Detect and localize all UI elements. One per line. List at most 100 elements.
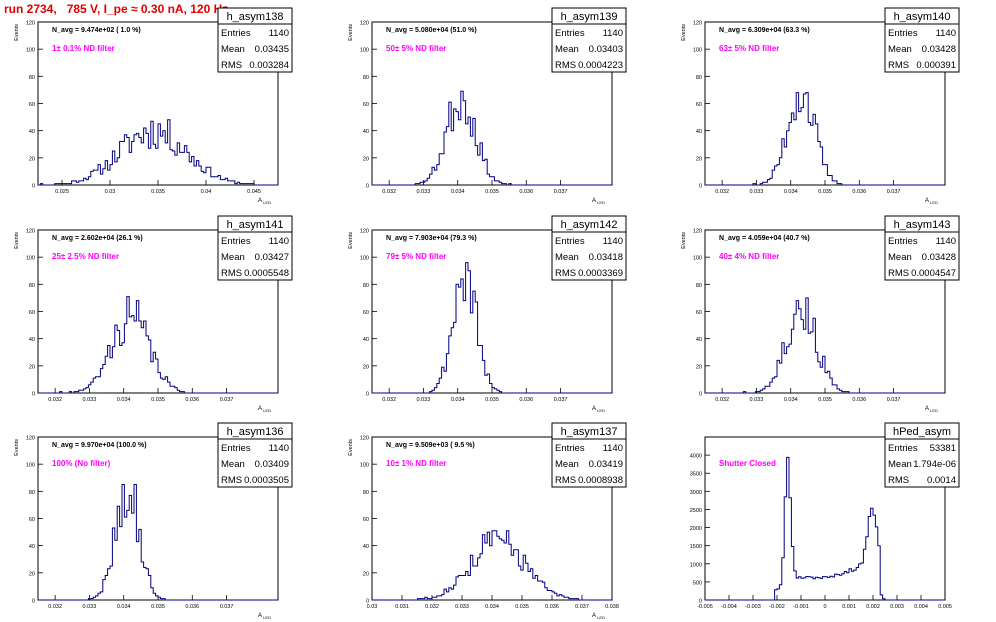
stat-value-rms: 0.0008938 [578, 475, 623, 486]
x-tick-label: 0.033 [455, 604, 469, 610]
x-tick-label: 0.005 [938, 604, 952, 610]
stat-label-rms: RMS [221, 268, 242, 279]
stat-label-entries: Entries [555, 236, 585, 247]
stat-label-rms: RMS [555, 268, 576, 279]
y-tick-label: 0 [699, 184, 702, 190]
y-tick-label: 500 [693, 580, 702, 586]
histogram-line [705, 456, 945, 601]
x-tick-label: -0.001 [793, 604, 809, 610]
x-tick-label: 0.037 [554, 189, 568, 195]
panel-h_asym136: 0 20 40 60 80 100 120 0.032 0.033 0.034 0.035 0.036… [14, 422, 293, 620]
y-tick-label: 120 [26, 436, 35, 442]
histogram-line [372, 262, 612, 394]
n-avg-label: N_avg = 6.309e+04 (63.3 %) [719, 27, 810, 34]
x-tick-label: 0.037 [887, 189, 901, 195]
y-tick-label: 40 [696, 129, 702, 135]
x-tick-label: 0.034 [117, 604, 131, 610]
y-tick-label: 3000 [690, 490, 702, 496]
stat-label-entries: Entries [888, 28, 918, 39]
x-tick-label: 0.002 [866, 604, 880, 610]
y-tick-label: 80 [696, 75, 702, 81]
y-tick-label: 0 [366, 184, 369, 190]
y-tick-label: 100 [693, 256, 702, 262]
y-tick-label: 60 [29, 102, 35, 108]
x-tick-label: 0.036 [185, 604, 199, 610]
x-tick-label: 0.036 [852, 397, 866, 403]
x-tick-label: 0.036 [545, 604, 559, 610]
x-tick-label: 0.032 [715, 189, 729, 195]
stat-value-entries: 1140 [269, 443, 289, 454]
x-tick-label: 0.035 [485, 189, 499, 195]
y-tick-label: 40 [363, 544, 369, 550]
histogram-name: h_asym139 [561, 11, 618, 23]
x-tick-label: 0.032 [382, 189, 396, 195]
stat-label-entries: Entries [888, 236, 918, 247]
y-tick-label: 0 [366, 599, 369, 605]
histogram-name: h_asym140 [894, 11, 951, 23]
y-tick-label: 80 [696, 283, 702, 289]
stat-label-mean: Mean [221, 459, 245, 470]
y-tick-label: 40 [363, 337, 369, 343]
stat-label-mean: Mean [555, 459, 579, 470]
y-tick-label: 100 [26, 48, 35, 54]
x-axis-label: A LED [592, 198, 605, 205]
n-avg-label: N_avg = 4.059e+04 (40.7 %) [719, 235, 810, 242]
x-tick-label: -0.004 [721, 604, 737, 610]
x-tick-label: 0.036 [185, 397, 199, 403]
filter-label: 10± 1% ND filter [386, 459, 446, 468]
y-tick-label: 0 [32, 184, 35, 190]
x-tick-label: 0.003 [890, 604, 904, 610]
y-tick-label: 100 [360, 256, 369, 262]
y-axis-label: Events [681, 24, 687, 41]
filter-label: Shutter Closed [719, 459, 776, 468]
stat-value-mean: 0.03427 [255, 252, 289, 263]
stat-label-rms: RMS [888, 475, 909, 486]
stat-value-rms: 0.003284 [249, 60, 289, 71]
y-tick-label: 40 [29, 544, 35, 550]
x-tick-label: 0.032 [48, 397, 62, 403]
x-tick-label: 0.032 [425, 604, 439, 610]
stat-value-rms: 0.0003505 [244, 475, 289, 486]
y-tick-label: 0 [32, 599, 35, 605]
x-axis-label: A LED [258, 406, 271, 413]
x-tick-label: 0.037 [887, 397, 901, 403]
stat-label-rms: RMS [221, 60, 242, 71]
histogram-line [372, 90, 612, 186]
y-tick-label: 100 [693, 48, 702, 54]
stats-box [551, 23, 627, 73]
stat-value-entries: 1140 [936, 28, 956, 39]
histogram-line [372, 530, 612, 601]
stats-box [884, 438, 960, 488]
y-tick-label: 100 [360, 48, 369, 54]
y-tick-label: 60 [363, 517, 369, 523]
x-tick-label: 0.004 [914, 604, 928, 610]
stat-value-entries: 1140 [603, 28, 623, 39]
stat-value-entries: 1140 [269, 28, 289, 39]
x-tick-label: 0.03 [105, 189, 116, 195]
stats-box [217, 438, 293, 488]
stat-value-mean: 0.03403 [589, 44, 623, 55]
y-axis-label: Events [14, 232, 20, 249]
y-tick-label: 120 [693, 21, 702, 27]
stat-label-rms: RMS [888, 60, 909, 71]
histogram-name: h_asym137 [561, 426, 618, 438]
x-tick-label: 0.033 [417, 189, 431, 195]
y-tick-label: 120 [26, 229, 35, 235]
panel-h_asym138: 0 20 40 60 80 100 120 0.025 0.03 0.035 0.04 0.045 Ev… [14, 7, 293, 205]
panel-hPed_asym: 0 500 1000 1500 2000 2500 3000 3500 4000 -0.005 -0… [690, 422, 960, 610]
x-tick-label: 0.037 [220, 397, 234, 403]
stat-value-mean: 0.03409 [255, 459, 289, 470]
y-axis-label: Events [348, 439, 354, 456]
stat-label-entries: Entries [555, 28, 585, 39]
stat-value-rms: 0.0005548 [244, 268, 289, 279]
stat-value-entries: 1140 [269, 236, 289, 247]
stat-label-mean: Mean [888, 252, 912, 263]
panel-h_asym139: 0 20 40 60 80 100 120 0.032 0.033 0.034 0.035 0.036… [348, 7, 627, 205]
histogram-name: h_asym136 [227, 426, 284, 438]
y-tick-label: 20 [696, 156, 702, 162]
y-tick-label: 120 [360, 229, 369, 235]
y-tick-label: 4000 [690, 454, 702, 460]
y-axis-label: Events [348, 24, 354, 41]
panel-h_asym143: 0 20 40 60 80 100 120 0.032 0.033 0.034 0.035 0.036… [681, 215, 960, 413]
